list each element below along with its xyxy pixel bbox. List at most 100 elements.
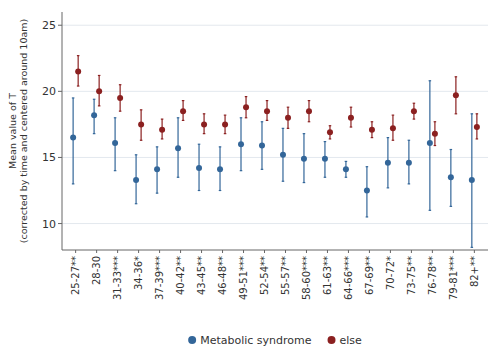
error-cap: [93, 99, 96, 100]
error-cap: [282, 128, 285, 129]
dot: [327, 129, 333, 135]
category-label: 37-39***: [154, 256, 165, 300]
dot: [343, 166, 349, 172]
tick: [369, 250, 370, 253]
legend-label: Metabolic syndrome: [200, 334, 312, 347]
dot: [222, 121, 228, 127]
dot: [453, 92, 459, 98]
dot: [427, 140, 433, 146]
tick: [159, 250, 160, 253]
category-label: 49-51***: [238, 256, 249, 300]
y-axis-label: Mean value of T(corrected by time and ce…: [7, 19, 29, 243]
grid-line: [62, 91, 488, 92]
tick-label: 10: [42, 218, 56, 231]
grid-line: [62, 157, 488, 158]
marks: [70, 56, 480, 248]
grid-line: [62, 223, 488, 224]
tick: [432, 250, 433, 253]
error-cap: [93, 133, 96, 134]
error-cap: [434, 145, 437, 146]
dot: [238, 141, 244, 147]
error-cap: [261, 169, 264, 170]
error-cap: [387, 187, 390, 188]
error-cap: [471, 247, 474, 248]
dot: [322, 156, 328, 162]
error-cap: [203, 113, 206, 114]
error-cap: [135, 203, 138, 204]
dot: [91, 112, 97, 118]
legend-item: Metabolic syndrome: [188, 334, 312, 347]
dot: [75, 69, 81, 75]
error-cap: [219, 190, 222, 191]
tick: [264, 250, 265, 253]
error-cap: [413, 103, 416, 104]
dot: [364, 188, 370, 194]
error-cap: [182, 100, 185, 101]
error-cap: [156, 193, 159, 194]
error-cap: [434, 121, 437, 122]
legend: Metabolic syndrome else: [188, 334, 362, 347]
error-cap: [366, 216, 369, 217]
dot: [259, 143, 265, 149]
tick: [243, 250, 244, 253]
error-cap: [140, 140, 143, 141]
error-cap: [308, 121, 311, 122]
error-cap: [303, 133, 306, 134]
error-cap: [429, 80, 432, 81]
dot: [180, 108, 186, 114]
tick: [96, 250, 97, 253]
error-cap: [429, 210, 432, 211]
dot: [96, 88, 102, 94]
error-cap: [203, 133, 206, 134]
category-label: 79-81***: [448, 256, 459, 300]
error-cap: [219, 146, 222, 147]
dot: [301, 156, 307, 162]
error-cap: [240, 170, 243, 171]
tick: [411, 250, 412, 253]
error-bar: [73, 98, 74, 184]
tick: [474, 250, 475, 253]
tick: [180, 250, 181, 253]
category-label: 40-42**: [175, 256, 186, 295]
error-cap: [135, 154, 138, 155]
legend-swatch: [188, 336, 196, 344]
legend-item: else: [328, 334, 363, 347]
error-cap: [245, 117, 248, 118]
dot: [474, 124, 480, 130]
tick: [306, 250, 307, 253]
dot: [280, 152, 286, 158]
error-cap: [476, 138, 479, 139]
category-label: 70-72*: [385, 256, 396, 290]
tick: [58, 157, 62, 158]
dot: [159, 127, 165, 133]
error-cap: [156, 146, 159, 147]
error-cap: [282, 181, 285, 182]
error-cap: [261, 121, 264, 122]
category-label: 46-48**: [217, 256, 228, 295]
error-cap: [303, 182, 306, 183]
error-cap: [266, 100, 269, 101]
dot: [138, 121, 144, 127]
dot: [196, 165, 202, 171]
legend-label: else: [340, 334, 363, 347]
dot: [264, 108, 270, 114]
error-cap: [371, 121, 374, 122]
error-cap: [413, 118, 416, 119]
error-cap: [387, 137, 390, 138]
error-cap: [177, 177, 180, 178]
error-cap: [177, 117, 180, 118]
dot: [348, 115, 354, 121]
tick: [348, 250, 349, 253]
tick: [75, 250, 76, 253]
error-cap: [114, 117, 117, 118]
dot: [285, 115, 291, 121]
category-label: 55-57**: [280, 256, 291, 295]
error-cap: [476, 113, 479, 114]
grid-line: [62, 25, 488, 26]
dot: [70, 135, 76, 141]
error-cap: [455, 113, 458, 114]
tick: [453, 250, 454, 253]
error-cap: [324, 177, 327, 178]
dot: [406, 160, 412, 166]
error-cap: [98, 105, 101, 106]
